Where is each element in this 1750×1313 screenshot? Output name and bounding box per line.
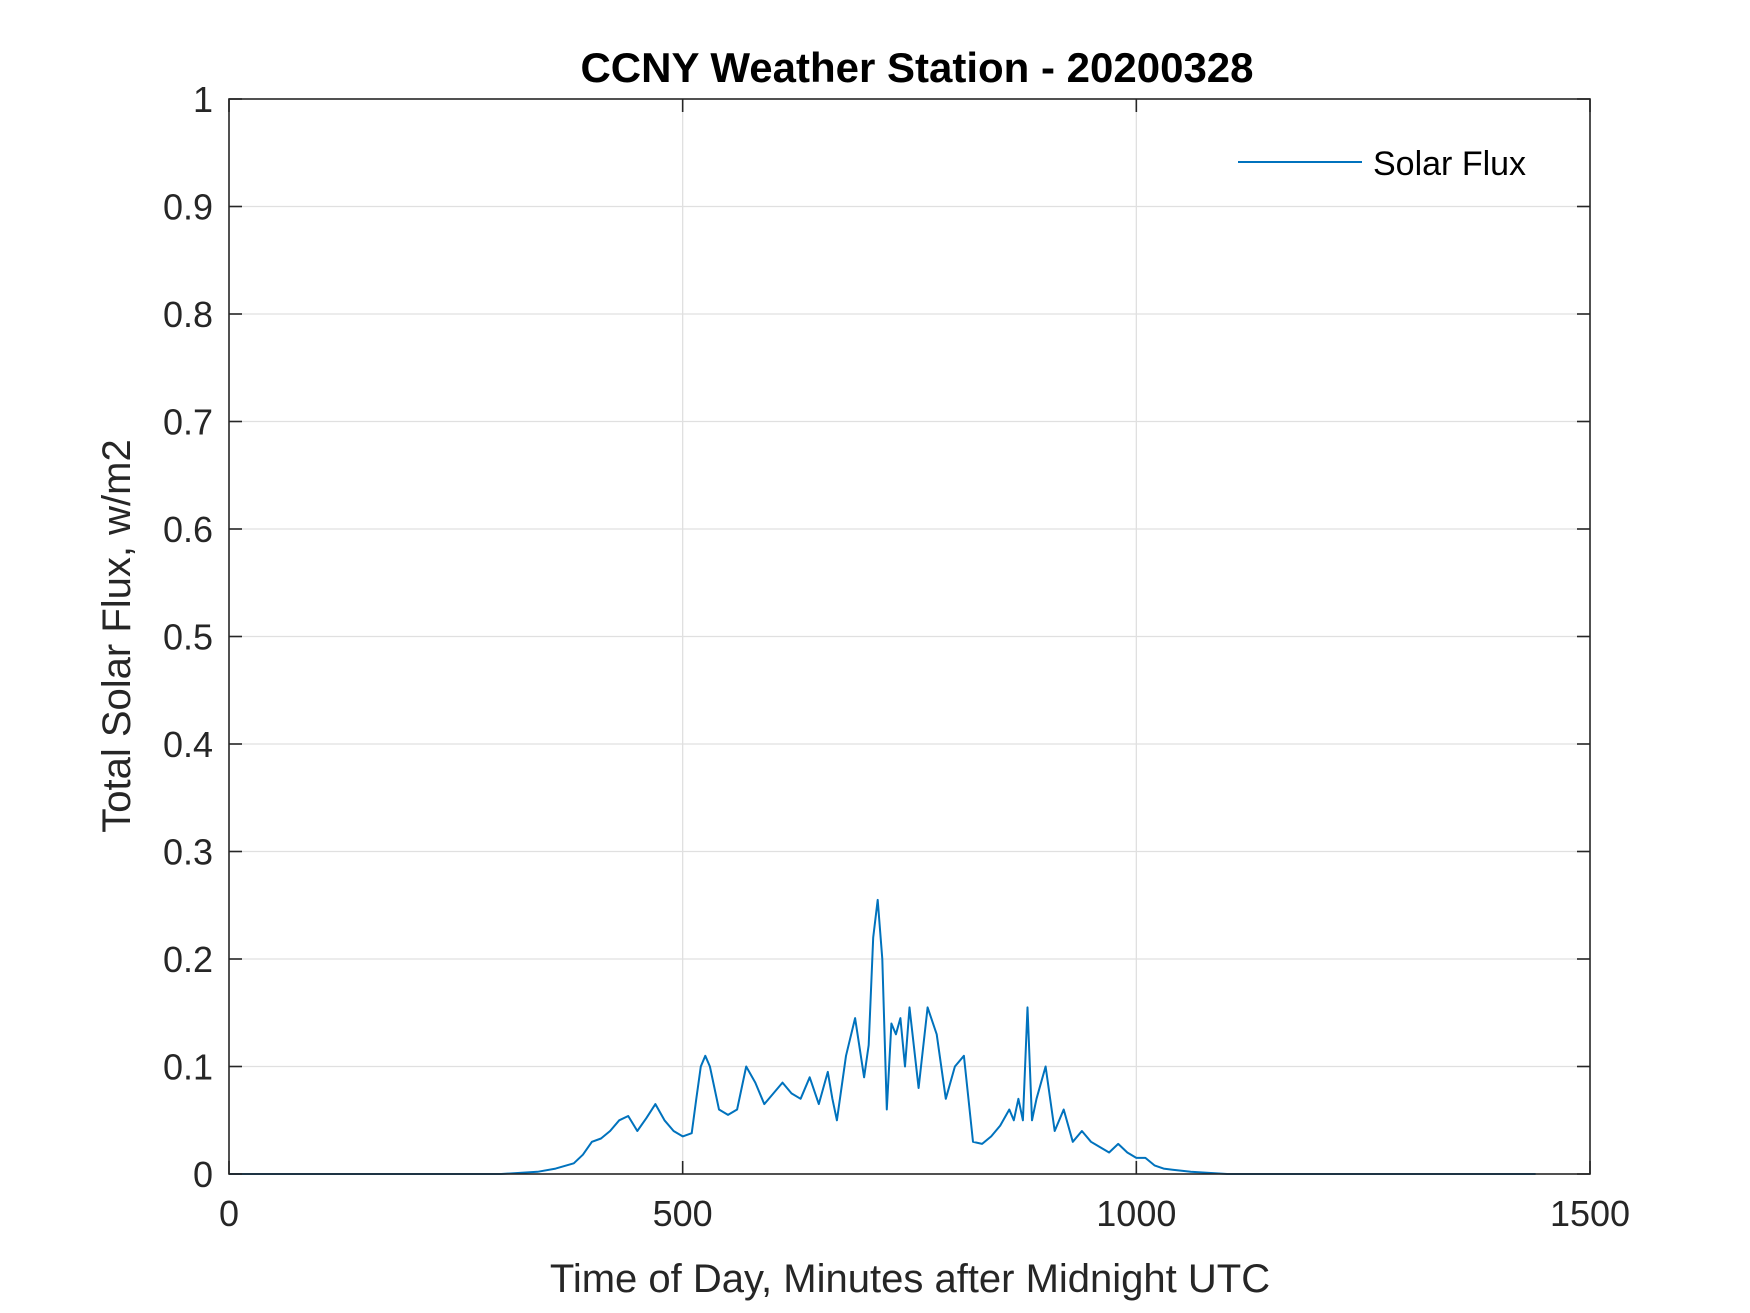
y-tick-label: 0.6	[163, 509, 213, 550]
y-tick-label: 0.1	[163, 1047, 213, 1088]
y-tick-label: 0	[193, 1154, 213, 1195]
y-tick-label: 0.4	[163, 724, 213, 765]
x-axis-label: Time of Day, Minutes after Midnight UTC	[550, 1257, 1270, 1301]
x-tick-label: 500	[653, 1193, 713, 1234]
x-tick-label: 1500	[1550, 1193, 1630, 1234]
y-tick-labels: 0 0.1 0.2 0.3 0.4 0.5 0.6 0.7 0.8 0.9 1	[163, 79, 213, 1195]
y-tick-label: 0.7	[163, 402, 213, 443]
x-tick-label: 0	[219, 1193, 239, 1234]
y-tick-label: 1	[193, 79, 213, 120]
axis-ticks	[228, 98, 1591, 1175]
legend: Solar Flux	[1238, 145, 1526, 183]
y-tick-label: 0.9	[163, 187, 213, 228]
series-line-solar-flux	[229, 898, 1536, 1175]
chart-title: CCNY Weather Station - 20200328	[580, 44, 1253, 91]
legend-label-solar-flux: Solar Flux	[1373, 145, 1526, 183]
x-tick-labels: 0 500 1000 1500	[219, 1193, 1630, 1234]
series-layer	[229, 898, 1536, 1175]
y-tick-label: 0.8	[163, 294, 213, 335]
y-axis-label: Total Solar Flux, w/m2	[95, 439, 139, 832]
x-tick-label: 1000	[1096, 1193, 1176, 1234]
y-tick-label: 0.3	[163, 832, 213, 873]
y-tick-label: 0.5	[163, 617, 213, 658]
grid-lines	[229, 99, 1590, 1174]
y-tick-label: 0.2	[163, 939, 213, 980]
